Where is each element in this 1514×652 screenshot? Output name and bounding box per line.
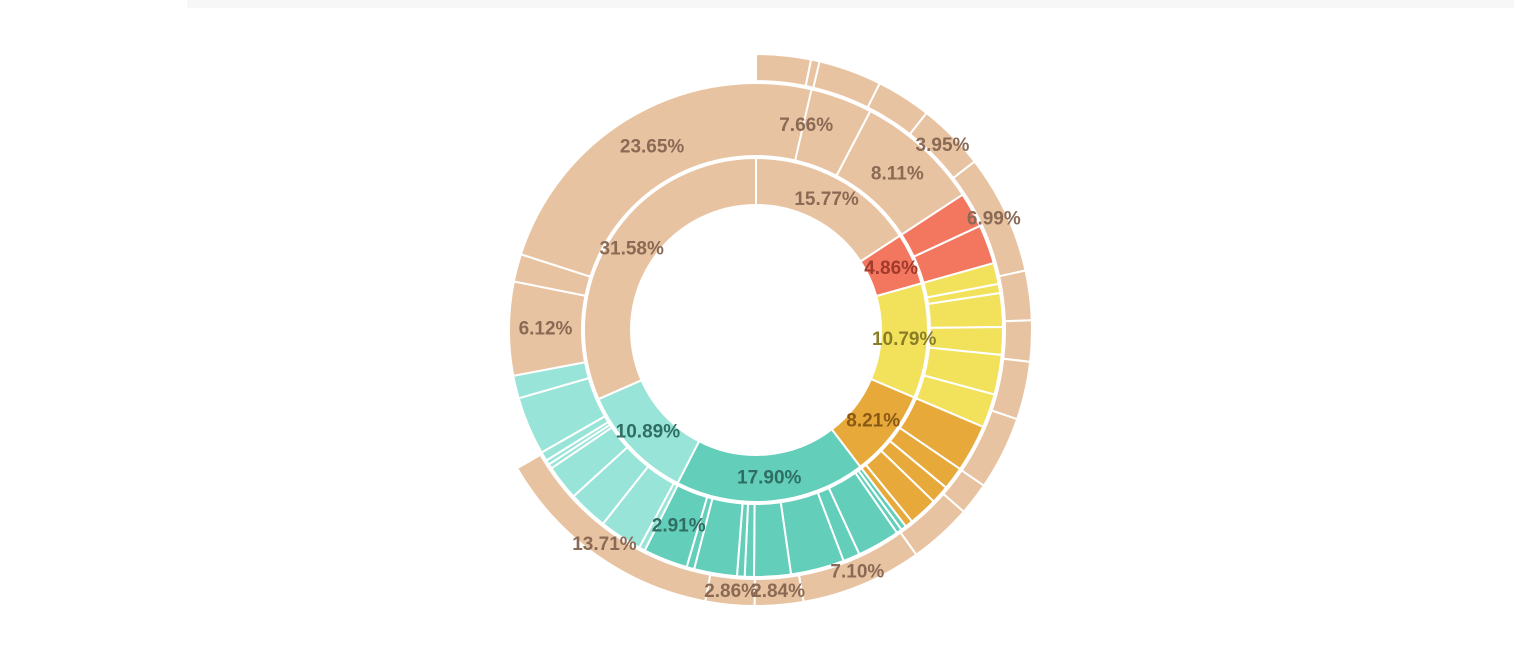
labels-layer: 15.77% 4.86% 10.79% 8.21% 17.90% 10.89% 31.58%… xyxy=(519,115,1021,602)
middle-ring-segment[interactable] xyxy=(519,82,813,278)
middle-ring-label: 23.65% xyxy=(620,136,685,157)
outer-ring-label: 13.71% xyxy=(572,534,637,555)
middle-ring-label: 6.12% xyxy=(519,318,573,339)
outer-ring-segment[interactable] xyxy=(755,53,813,88)
inner-ring-label: 4.86% xyxy=(864,258,918,279)
outer-ring-label: 7.10% xyxy=(830,562,884,583)
inner-ring-label: 10.89% xyxy=(616,421,681,442)
inner-ring-label: 8.21% xyxy=(846,411,900,432)
inner-ring-segment[interactable] xyxy=(583,157,757,401)
inner-ring-label: 31.58% xyxy=(599,238,664,259)
segments-layer xyxy=(508,53,1034,607)
outer-ring-label: 6.99% xyxy=(967,208,1021,229)
outer-ring-label: 3.95% xyxy=(916,135,970,156)
outer-ring-segment[interactable] xyxy=(1002,319,1034,363)
outer-ring-segment[interactable] xyxy=(516,453,712,603)
middle-ring-label: 8.11% xyxy=(871,163,924,184)
inner-ring-label: 15.77% xyxy=(794,189,859,210)
middle-ring-label: 7.66% xyxy=(779,115,833,136)
outer-ring-segment[interactable] xyxy=(998,269,1033,323)
top-bar xyxy=(187,0,1514,8)
outer-ring-label: 2.84% xyxy=(751,581,805,602)
inner-ring-label: 10.79% xyxy=(872,329,937,350)
middle-ring-label: 2.91% xyxy=(652,515,706,536)
inner-ring-label: 17.90% xyxy=(737,467,802,488)
outer-ring-label: 2.86% xyxy=(704,581,758,602)
